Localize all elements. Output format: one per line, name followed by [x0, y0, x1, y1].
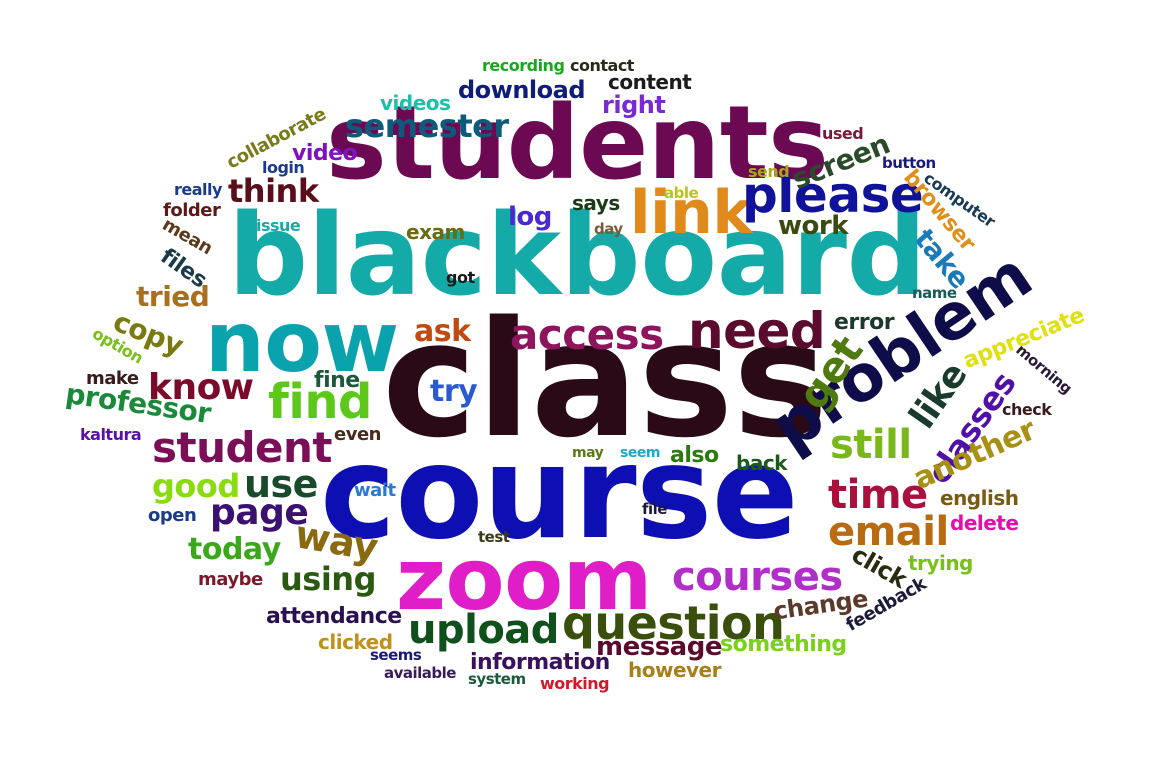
word-tried: tried: [136, 280, 210, 313]
word-message: message: [596, 632, 722, 662]
word-error: error: [834, 310, 895, 335]
word-find: find: [268, 374, 372, 430]
word-blackboard: blackboard: [228, 191, 927, 321]
word-system: system: [468, 670, 526, 688]
word-recording: recording: [482, 56, 565, 75]
word-access: access: [510, 310, 664, 359]
word-really: really: [174, 180, 222, 199]
word-know: know: [148, 367, 254, 408]
word-day: day: [594, 220, 623, 238]
word-question: question: [562, 596, 785, 650]
word-folder: folder: [163, 200, 221, 221]
word-name: name: [912, 284, 957, 302]
word-videos: videos: [380, 91, 451, 115]
word-good: good: [152, 467, 240, 505]
word-check: check: [1002, 400, 1052, 419]
word-use: use: [244, 462, 318, 506]
word-fine: fine: [314, 368, 360, 393]
word-seems: seems: [370, 646, 422, 664]
word-trying: trying: [908, 551, 973, 575]
word-think: think: [228, 172, 319, 210]
word-send: send: [748, 162, 790, 181]
word-issue: issue: [256, 216, 301, 235]
word-attendance: attendance: [266, 604, 402, 629]
word-available: available: [384, 664, 456, 682]
word-working: working: [540, 674, 610, 693]
word-video: video: [292, 141, 358, 166]
word-back: back: [736, 451, 787, 475]
word-exam: exam: [406, 220, 465, 244]
word-got: got: [446, 268, 475, 287]
word-seem: seem: [620, 445, 660, 461]
word-delete: delete: [950, 511, 1019, 535]
word-time: time: [828, 472, 928, 518]
word-information: information: [470, 650, 610, 675]
word-student: student: [152, 423, 333, 472]
word-content: content: [608, 70, 692, 94]
word-able: able: [664, 184, 699, 202]
word-open: open: [148, 505, 197, 526]
word-try: try: [430, 374, 478, 409]
word-kaltura: kaltura: [80, 425, 142, 444]
word-log: log: [508, 202, 552, 232]
word-please: please: [742, 166, 924, 224]
word-even: even: [334, 424, 381, 445]
word-using: using: [280, 560, 376, 598]
word-email: email: [828, 509, 949, 555]
word-download: download: [458, 76, 586, 104]
word-login: login: [262, 158, 305, 177]
word-may: may: [572, 445, 604, 461]
word-button: button: [882, 154, 936, 172]
word-english: english: [940, 486, 1019, 510]
word-make: make: [86, 368, 139, 389]
word-ask: ask: [414, 314, 471, 349]
word-wait: wait: [354, 480, 396, 501]
word-semester: semester: [345, 107, 509, 145]
word-however: however: [628, 658, 721, 682]
word-says: says: [572, 191, 620, 215]
word-still: still: [830, 422, 912, 468]
word-right: right: [602, 91, 666, 119]
word-class: class: [382, 286, 828, 473]
word-file: file: [642, 500, 667, 518]
word-need: need: [688, 302, 826, 360]
word-used: used: [822, 124, 864, 143]
word-maybe: maybe: [198, 569, 263, 590]
word-contact: contact: [570, 56, 634, 75]
word-clicked: clicked: [318, 630, 393, 654]
word-today: today: [188, 532, 281, 567]
word-course: course: [320, 419, 799, 568]
word-students: students: [326, 84, 829, 203]
word-link: link: [630, 178, 752, 248]
word-work: work: [778, 211, 849, 241]
word-also: also: [670, 443, 719, 468]
word-page: page: [210, 492, 309, 533]
word-test: test: [478, 528, 510, 546]
word-courses: courses: [672, 554, 843, 600]
word-zoom: zoom: [396, 530, 652, 630]
word-upload: upload: [408, 607, 559, 653]
word-now: now: [205, 293, 399, 391]
word-something: something: [720, 632, 847, 657]
